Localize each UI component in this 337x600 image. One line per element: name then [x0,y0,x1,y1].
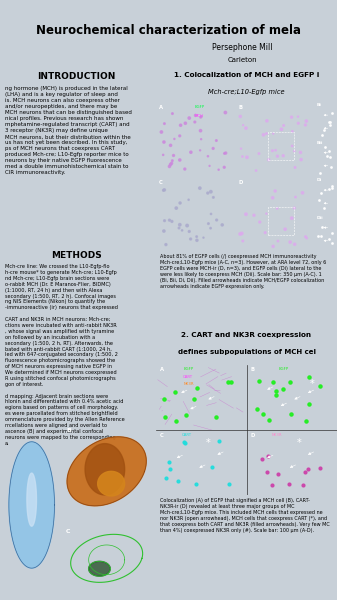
Text: Neurochemical characterization of mela: Neurochemical characterization of mela [36,23,301,37]
Text: 2. CART and NK3R coexpression: 2. CART and NK3R coexpression [181,332,312,338]
Text: 1. Colocalization of MCH and EGFP i: 1. Colocalization of MCH and EGFP i [174,73,319,79]
Text: Persephone Mill: Persephone Mill [212,43,273,52]
Text: ng hormone (MCH) is produced in the lateral
(LHA) and is a key regulator of slee: ng hormone (MCH) is produced in the late… [5,86,131,175]
Text: defines subpopulations of MCH cel: defines subpopulations of MCH cel [178,349,315,355]
Text: Mch-cre line: We crossed the L10-Egfp-flo
h-cre mouse* to generate Mch-cre; L10-: Mch-cre line: We crossed the L10-Egfp-fl… [5,264,124,446]
Text: Colocalization (A) of EGFP that signified a MCH cell (B), CART-
NK3R-ir (D) reve: Colocalization (A) of EGFP that signifie… [160,498,329,533]
Text: Carleton: Carleton [228,57,257,63]
Text: About 81% of EGFP cells (/) coexpressed MCH immunoreactivity
Mch-cre;L10-Egfp mi: About 81% of EGFP cells (/) coexpressed … [160,254,326,289]
Text: METHODS: METHODS [51,251,102,260]
Text: Mch-cre;L10-Egfp mice: Mch-cre;L10-Egfp mice [208,89,285,95]
Text: INTRODUCTION: INTRODUCTION [37,73,116,82]
